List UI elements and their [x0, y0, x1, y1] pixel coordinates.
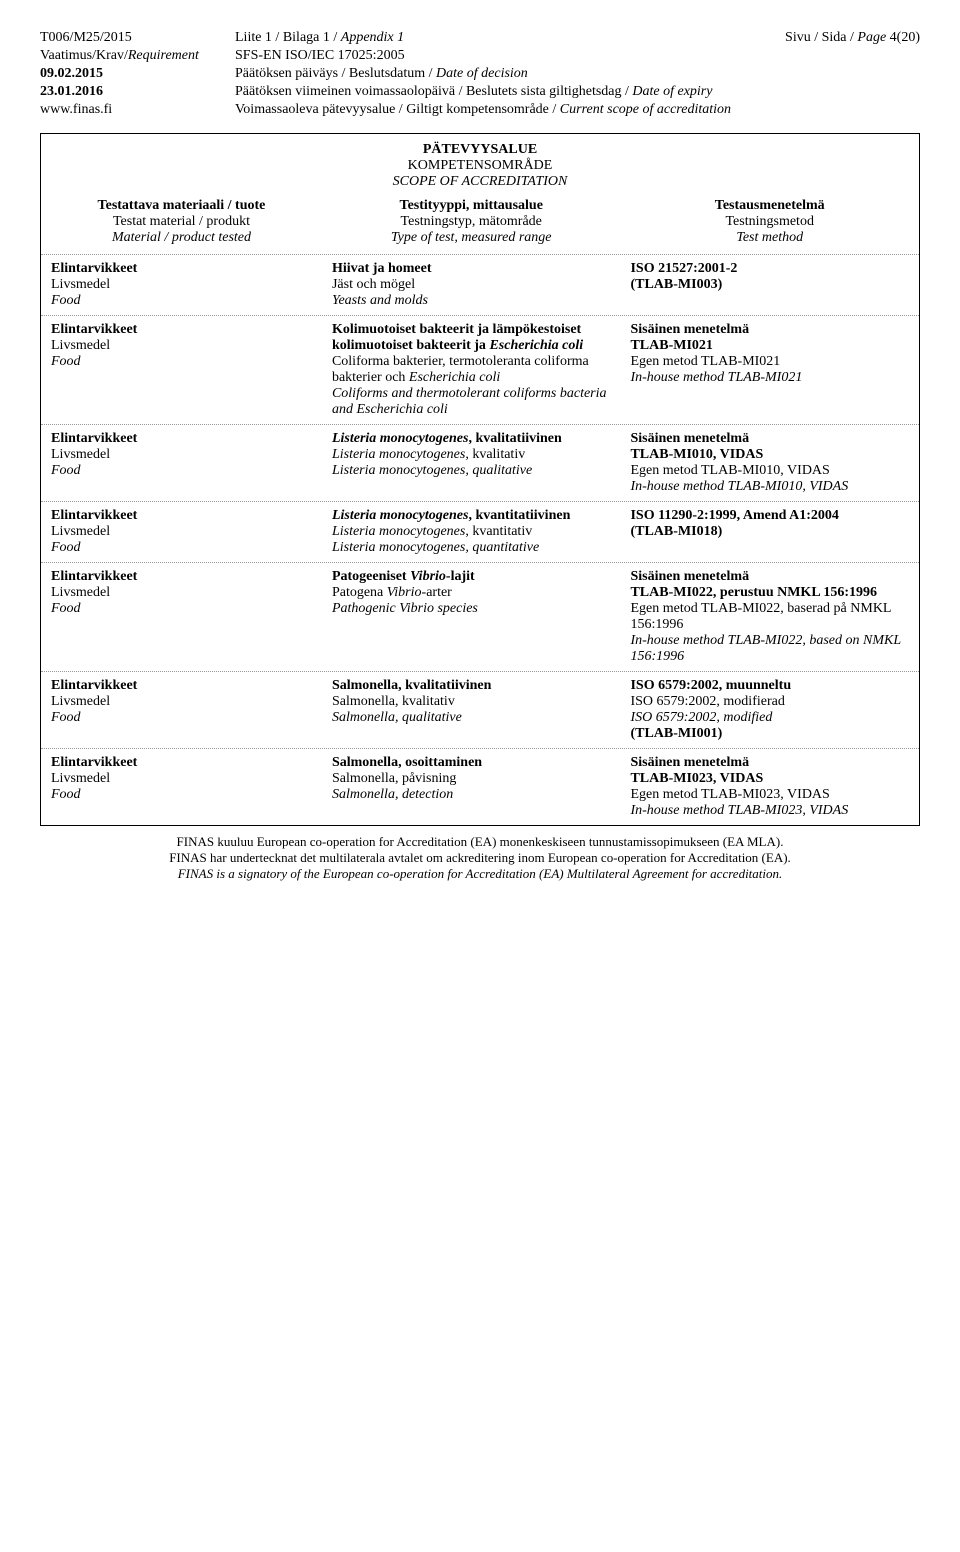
test-cell: Salmonella, osoittaminen Salmonella, påv…	[322, 749, 621, 825]
table-row: Elintarvikkeet Livsmedel Food Patogeenis…	[41, 563, 919, 672]
title-line1: PÄTEVYYSALUE	[41, 142, 919, 158]
title-line2: KOMPETENSOMRÅDE	[41, 158, 919, 174]
table-row: Elintarvikkeet Livsmedel Food Listeria m…	[41, 502, 919, 563]
method-cell: ISO 11290-2:1999, Amend A1:2004 (TLAB-MI…	[620, 502, 919, 562]
material-cell: Elintarvikkeet Livsmedel Food	[41, 672, 322, 748]
table-row: Elintarvikkeet Livsmedel Food Kolimuotoi…	[41, 316, 919, 425]
table-row: Elintarvikkeet Livsmedel Food Salmonella…	[41, 749, 919, 825]
footer-line3: FINAS is a signatory of the European co-…	[40, 866, 920, 882]
doc-header: T006/M25/2015 Liite 1 / Bilaga 1 / Appen…	[40, 30, 920, 118]
method-cell: ISO 21527:2001-2 (TLAB-MI003)	[620, 255, 919, 315]
test-cell: Listeria monocytogenes, kvalitatiivinen …	[322, 425, 621, 501]
method-cell: ISO 6579:2002, muunneltu ISO 6579:2002, …	[620, 672, 919, 748]
table-row: Elintarvikkeet Livsmedel Food Listeria m…	[41, 425, 919, 502]
page-number: Sivu / Sida / Page 4(20)	[740, 30, 920, 46]
material-cell: Elintarvikkeet Livsmedel Food	[41, 502, 322, 562]
table-row: Elintarvikkeet Livsmedel Food Salmonella…	[41, 672, 919, 749]
method-cell: Sisäinen menetelmä TLAB-MI023, VIDAS Ege…	[620, 749, 919, 825]
table-title: PÄTEVYYSALUE KOMPETENSOMRÅDE SCOPE OF AC…	[41, 134, 919, 194]
col-method: Testausmenetelmä Testningsmetod Test met…	[620, 194, 919, 254]
requirement-label: Vaatimus/Krav/Requirement	[40, 48, 235, 64]
appendix-label: Liite 1 / Bilaga 1 / Appendix 1	[235, 30, 740, 46]
col-material: Testattava materiaali / tuote Testat mat…	[41, 194, 322, 254]
test-cell: Listeria monocytogenes, kvantitatiivinen…	[322, 502, 621, 562]
footer-line2: FINAS har undertecknat det multilaterala…	[40, 850, 920, 866]
scope-text: Voimassaoleva pätevyysalue / Giltigt kom…	[235, 102, 740, 118]
expiry-date-text: Päätöksen viimeinen voimassaolopäivä / B…	[235, 84, 740, 100]
requirement-value: SFS-EN ISO/IEC 17025:2005	[235, 48, 740, 64]
accreditation-table: PÄTEVYYSALUE KOMPETENSOMRÅDE SCOPE OF AC…	[40, 133, 920, 826]
material-cell: Elintarvikkeet Livsmedel Food	[41, 749, 322, 825]
test-cell: Kolimuotoiset bakteerit ja lämpökestoise…	[322, 316, 621, 424]
test-cell: Hiivat ja homeet Jäst och mögel Yeasts a…	[322, 255, 621, 315]
method-cell: Sisäinen menetelmä TLAB-MI022, perustuu …	[620, 563, 919, 671]
col-testtype: Testityyppi, mittausalue Testningstyp, m…	[322, 194, 621, 254]
title-line3: SCOPE OF ACCREDITATION	[41, 174, 919, 190]
site-url: www.finas.fi	[40, 102, 235, 118]
footer-text: FINAS kuuluu European co-operation for A…	[40, 834, 920, 882]
doc-id: T006/M25/2015	[40, 30, 235, 46]
material-cell: Elintarvikkeet Livsmedel Food	[41, 255, 322, 315]
method-cell: Sisäinen menetelmä TLAB-MI010, VIDAS Ege…	[620, 425, 919, 501]
table-header-row: Testattava materiaali / tuote Testat mat…	[41, 194, 919, 255]
expiry-date: 23.01.2016	[40, 84, 235, 100]
material-cell: Elintarvikkeet Livsmedel Food	[41, 563, 322, 671]
table-row: Elintarvikkeet Livsmedel Food Hiivat ja …	[41, 255, 919, 316]
method-cell: Sisäinen menetelmä TLAB-MI021 Egen metod…	[620, 316, 919, 424]
test-cell: Salmonella, kvalitatiivinen Salmonella, …	[322, 672, 621, 748]
test-cell: Patogeeniset Vibrio-lajit Patogena Vibri…	[322, 563, 621, 671]
material-cell: Elintarvikkeet Livsmedel Food	[41, 316, 322, 424]
decision-date: 09.02.2015	[40, 66, 235, 82]
decision-date-text: Päätöksen päiväys / Beslutsdatum / Date …	[235, 66, 740, 82]
footer-line1: FINAS kuuluu European co-operation for A…	[40, 834, 920, 850]
material-cell: Elintarvikkeet Livsmedel Food	[41, 425, 322, 501]
